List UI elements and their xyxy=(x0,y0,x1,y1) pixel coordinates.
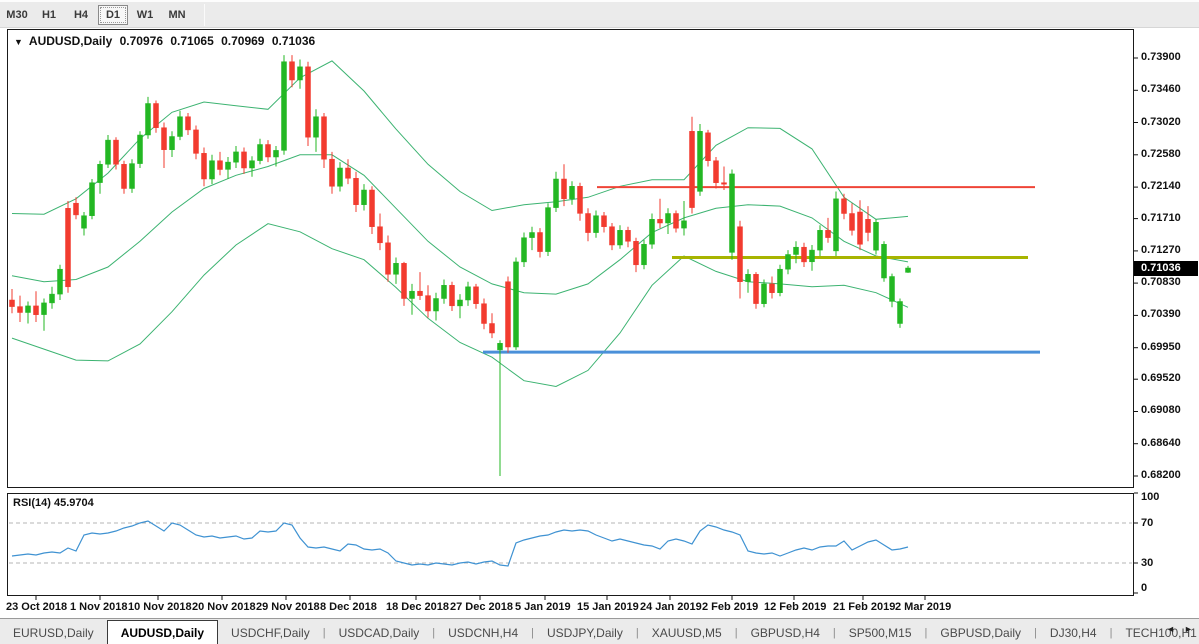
rsi-line xyxy=(11,520,909,567)
tab-scroll-right-icon[interactable]: ► xyxy=(1184,624,1193,634)
tab-separator: | xyxy=(635,626,639,639)
symbol-tab-eurusd-daily[interactable]: EURUSD,Daily xyxy=(13,626,94,640)
rsi-axis-label: 0 xyxy=(1141,582,1148,594)
date-axis-label: 12 Feb 2019 xyxy=(764,601,827,613)
quote-close: 0.71036 xyxy=(271,34,316,48)
toolbar-separator xyxy=(204,3,205,26)
timeframe-button-m30[interactable]: M30 xyxy=(6,8,28,21)
timeframe-button-h4[interactable]: H4 xyxy=(73,8,89,21)
price-axis-label: 0.70390 xyxy=(1141,308,1181,321)
tab-scroll-left-icon[interactable]: ◄ xyxy=(1166,624,1175,634)
axis-ticks xyxy=(35,57,1138,600)
date-axis-label: 1 Nov 2018 xyxy=(70,601,128,613)
timeframe-button-h1[interactable]: H1 xyxy=(41,8,57,21)
date-axis-label: 5 Jan 2019 xyxy=(515,601,571,613)
timeframe-button-d1[interactable]: D1 xyxy=(98,4,128,25)
tab-separator: | xyxy=(1109,626,1113,639)
timeframe-button-w1[interactable]: W1 xyxy=(136,8,154,21)
date-axis-label: 2 Mar 2019 xyxy=(895,601,952,613)
rsi-axis-label: 30 xyxy=(1141,557,1154,569)
bollinger-middle-band xyxy=(11,154,909,295)
candlestick-series xyxy=(9,55,911,476)
symbol-tab-usdchf-daily[interactable]: USDCHF,Daily xyxy=(231,626,310,640)
date-axis-label: 24 Jan 2019 xyxy=(640,601,702,613)
rsi-series xyxy=(9,520,1132,567)
rsi-axis-label: 70 xyxy=(1141,517,1154,529)
tab-separator: | xyxy=(322,626,326,639)
price-axis-label: 0.73460 xyxy=(1141,83,1181,96)
rsi-axis-label: 100 xyxy=(1141,491,1160,503)
trend-horizontal-lines[interactable] xyxy=(483,186,1040,354)
tab-separator: | xyxy=(832,626,836,639)
price-axis-label: 0.73020 xyxy=(1141,115,1181,128)
price-axis-label: 0.69080 xyxy=(1141,404,1181,417)
date-axis-label: 21 Feb 2019 xyxy=(833,601,896,613)
price-axis-label: 0.72580 xyxy=(1141,147,1181,160)
price-axis-label: 0.68640 xyxy=(1141,436,1181,449)
chart-symbol-label: AUDUSD,Daily xyxy=(28,34,113,48)
symbol-tab-usdjpy-daily[interactable]: USDJPY,Daily xyxy=(547,626,623,640)
tab-separator: | xyxy=(531,626,535,639)
quote-open: 0.70976 xyxy=(119,34,164,48)
quote-low: 0.70969 xyxy=(221,34,265,48)
price-axis-label: 0.68200 xyxy=(1141,468,1181,481)
date-axis-label: 23 Oct 2018 xyxy=(6,601,68,613)
price-axis-label: 0.73900 xyxy=(1141,51,1181,63)
symbol-tab-sp500-m15[interactable]: SP500,M15 xyxy=(848,626,912,640)
timeframe-buttons: M30 H1 H4 D1 W1 MN xyxy=(0,4,192,25)
tab-separator: | xyxy=(432,626,436,639)
date-axis-label: 8 Dec 2018 xyxy=(320,601,377,613)
symbol-tab-usdcad-daily[interactable]: USDCAD,Daily xyxy=(338,626,420,640)
tab-separator: | xyxy=(1034,626,1037,639)
symbol-tab-usdcnh-h4[interactable]: USDCNH,H4 xyxy=(448,626,519,640)
symbol-tab-dj30-h4[interactable]: DJ30,H4 xyxy=(1049,626,1097,640)
price-axis-label: 0.72140 xyxy=(1141,180,1181,193)
price-axis-label: 0.71270 xyxy=(1141,243,1181,256)
symbol-tab-gbpusd-h4[interactable]: GBPUSD,H4 xyxy=(750,626,820,640)
timeframe-toolbar: M30 H1 H4 D1 W1 MN xyxy=(0,0,1199,28)
price-axis-label: 0.69950 xyxy=(1141,340,1181,353)
chart-title: ▼ AUDUSD,Daily 0.70976 0.71065 0.70969 0.… xyxy=(14,34,319,48)
price-axis-label: 0.71710 xyxy=(1141,211,1181,224)
date-axis-label: 10 Nov 2018 xyxy=(128,601,192,613)
symbol-tab-bar: EURUSD,Daily AUDUSD,Daily USDCHF,Daily | USD… xyxy=(0,618,1199,644)
price-axis-label: 0.69520 xyxy=(1141,372,1181,385)
date-axis-label: 29 Nov 2018 xyxy=(256,601,320,613)
date-axis-label: 20 Nov 2018 xyxy=(192,601,256,613)
date-axis-label: 2 Feb 2019 xyxy=(702,601,759,613)
rsi-label: RSI(14) 45.9704 xyxy=(13,497,94,509)
chart-menu-icon[interactable]: ▼ xyxy=(14,37,23,47)
symbol-tab-gbpusd-daily[interactable]: GBPUSD,Daily xyxy=(940,626,1022,640)
quote-high: 0.71065 xyxy=(170,34,214,48)
bollinger-upper-band xyxy=(11,60,909,220)
tab-separator: | xyxy=(734,626,738,639)
timeframe-button-mn[interactable]: MN xyxy=(168,8,186,21)
date-axis-label: 15 Jan 2019 xyxy=(577,601,639,613)
date-axis-label: 18 Dec 2018 xyxy=(386,601,449,613)
symbol-tab-tech100-h1[interactable]: TECH100,H1 xyxy=(1125,626,1197,640)
price-axis-label: 0.70830 xyxy=(1141,276,1181,289)
symbol-tab-audusd-daily[interactable]: AUDUSD,Daily xyxy=(106,620,219,644)
symbol-tab-xauusd-m5[interactable]: XAUUSD,M5 xyxy=(651,626,722,640)
current-price-tag: 0.71036 xyxy=(1134,260,1198,276)
tab-separator: | xyxy=(924,626,928,639)
rsi-indicator-panel[interactable] xyxy=(7,493,1134,596)
date-axis-label: 27 Dec 2018 xyxy=(450,601,513,613)
